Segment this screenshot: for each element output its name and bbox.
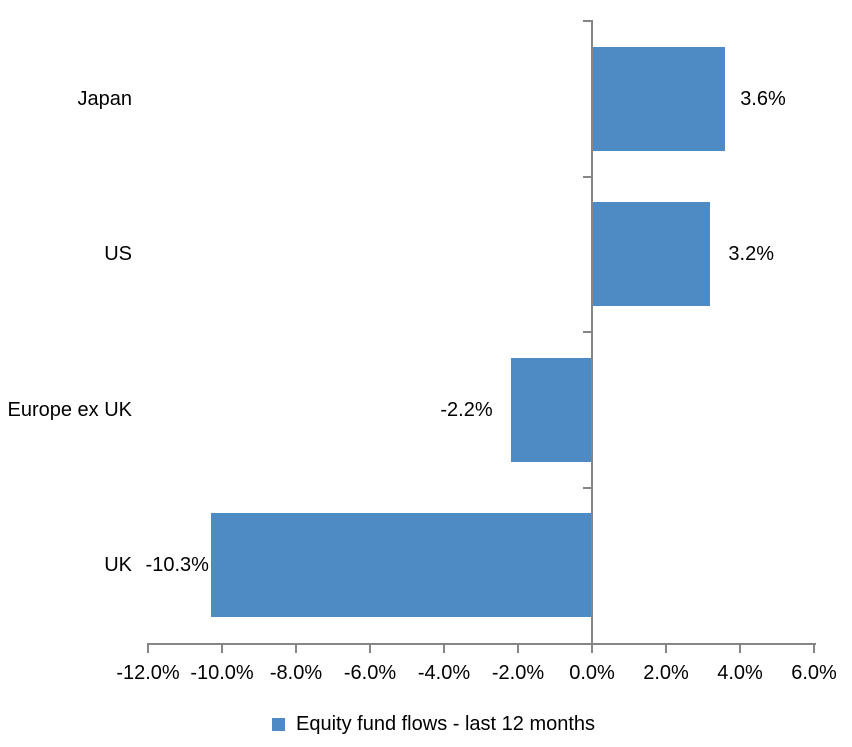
x-tick-label: -12.0% [116,662,180,684]
x-tick-label: -4.0% [417,662,471,684]
legend-label: Equity fund flows - last 12 months [296,713,596,735]
x-tick-label: 6.0% [791,662,837,684]
x-tick-label: -8.0% [269,662,323,684]
bar-value-label: 3.2% [728,243,774,266]
bar-value-label: -2.2% [440,398,493,421]
x-axis-tick [591,644,593,653]
category-label: UK [104,554,132,577]
x-tick-label: 0.0% [569,662,615,684]
bar [510,357,592,462]
legend-swatch-icon [272,717,285,731]
x-tick-label: 4.0% [717,662,763,684]
x-axis-tick [221,644,223,653]
x-tick-label: -10.0% [190,662,254,684]
category-axis-tick [583,20,591,22]
category-label: Europe ex UK [7,398,132,421]
category-axis-tick [583,331,591,333]
x-axis-tick [665,644,667,653]
x-axis-tick [295,644,297,653]
bar [210,513,592,618]
value-axis-line [147,643,816,645]
x-tick-label: 2.0% [643,662,689,684]
x-axis-tick [813,644,815,653]
x-axis-tick [739,644,741,653]
bar-value-label: 3.6% [740,87,786,110]
x-axis-tick [369,644,371,653]
category-label: Japan [77,87,133,110]
x-axis-tick [517,644,519,653]
bar [592,46,726,151]
bar [592,202,711,307]
x-axis-tick [443,644,445,653]
category-axis-tick [583,486,591,489]
x-tick-label: -2.0% [491,662,545,684]
category-label: US [104,243,132,266]
category-axis-line [591,20,593,653]
legend: Equity fund flows - last 12 months [272,712,595,736]
bar-value-label: -10.3% [145,554,209,577]
x-axis-tick [147,644,149,653]
category-axis-tick [583,175,591,178]
x-tick-label: -6.0% [343,662,397,684]
